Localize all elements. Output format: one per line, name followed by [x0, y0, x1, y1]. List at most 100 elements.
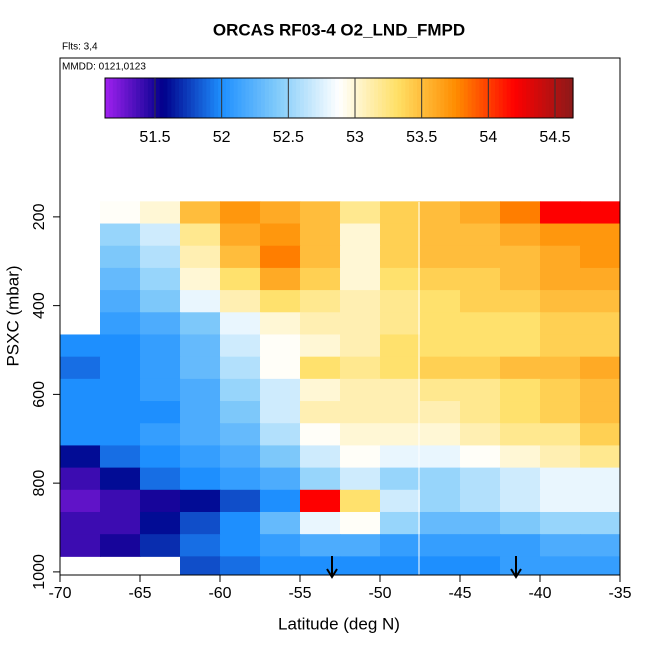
- heatmap-cell: [220, 267, 261, 291]
- plot-frame: [59, 57, 621, 576]
- heatmap-cell: [260, 445, 301, 469]
- colorbar-tick-label: 53: [346, 129, 364, 146]
- heatmap-cell: [500, 378, 541, 402]
- heatmap-cell: [260, 356, 301, 380]
- colorbar-swatch: [444, 78, 449, 118]
- colorbar-swatch: [475, 78, 480, 118]
- heatmap-cell: [140, 423, 181, 446]
- x-tick-label: -70: [48, 585, 71, 602]
- heatmap-cell: [180, 267, 221, 291]
- heatmap-cell: [180, 201, 221, 225]
- heatmap-cell: [540, 445, 581, 469]
- colorbar-swatch: [436, 78, 441, 118]
- heatmap-cell: [260, 489, 301, 513]
- heatmap-cell: [500, 423, 541, 446]
- heatmap-cell: [300, 489, 341, 513]
- heatmap-cell: [460, 334, 501, 358]
- heatmap-cell: [220, 356, 261, 380]
- heatmap-cell: [260, 467, 301, 491]
- colorbar-swatch: [315, 78, 321, 118]
- heatmap-cell: [380, 511, 421, 535]
- heatmap-cell: [380, 334, 421, 358]
- heatmap-cell: [420, 401, 461, 424]
- heatmap-cell: [380, 312, 421, 335]
- heatmap-cell: [300, 423, 341, 446]
- heatmap-cell: [540, 223, 581, 247]
- heatmap-cell: [420, 290, 461, 313]
- heatmap-cell: [180, 334, 221, 358]
- colorbar-tick-label: 52.5: [273, 129, 304, 146]
- colorbar-swatch: [389, 78, 395, 118]
- heatmap-cell: [580, 245, 621, 269]
- heatmap-cell: [380, 534, 421, 557]
- heatmap-cell: [420, 378, 461, 402]
- colorbar-swatch: [350, 78, 356, 118]
- colorbar-swatch: [491, 78, 496, 118]
- heatmap-cell: [460, 556, 501, 575]
- colorbar-swatch: [261, 78, 266, 118]
- colorbar-swatch: [292, 78, 297, 118]
- heatmap-cell: [540, 267, 581, 291]
- heatmap-cell: [220, 556, 261, 575]
- heatmap-cell: [300, 378, 341, 402]
- heatmap-cell: [220, 334, 261, 358]
- colorbar-swatch: [296, 78, 301, 118]
- heatmap-cell: [100, 290, 141, 313]
- x-tick-label: -65: [128, 585, 151, 602]
- heatmap-cell: [60, 378, 101, 402]
- heatmap-cell: [380, 489, 421, 513]
- heatmap-cell: [540, 201, 581, 225]
- colorbar-swatch: [214, 78, 219, 118]
- heatmap-cell: [180, 423, 221, 446]
- heatmap-cell: [140, 312, 181, 335]
- colorbar-swatch: [237, 78, 243, 118]
- heatmap-cell: [340, 356, 381, 380]
- heatmap-cell: [420, 489, 461, 513]
- colorbar-swatch: [471, 78, 477, 118]
- heatmap-cell: [340, 290, 381, 313]
- heatmap-cell: [140, 378, 181, 402]
- colorbar-swatch: [144, 78, 149, 118]
- heatmap-cell: [580, 445, 621, 469]
- heatmap-cell: [260, 556, 301, 575]
- heatmap-cell: [220, 201, 261, 225]
- colorbar-swatch: [288, 78, 293, 118]
- colorbar-swatch: [108, 78, 114, 118]
- heatmap-cell: [60, 401, 101, 424]
- y-tick-label: 1000: [31, 554, 48, 590]
- heatmap-cell: [140, 245, 181, 269]
- colorbar-swatch: [147, 78, 153, 118]
- heatmap-cell: [60, 423, 101, 446]
- heatmap-cell: [180, 290, 221, 313]
- colorbar-swatch: [463, 78, 469, 118]
- heatmap-cell: [500, 467, 541, 491]
- colorbar-tick-label: 54.5: [539, 129, 570, 146]
- heatmap-cell: [300, 356, 341, 380]
- heatmap-cell: [220, 511, 261, 535]
- heatmap-cell: [340, 312, 381, 335]
- y-tick-label: 200: [31, 203, 48, 230]
- heatmap-cell: [260, 401, 301, 424]
- colorbar-swatch: [432, 78, 438, 118]
- heatmap-cell: [140, 511, 181, 535]
- colorbar-swatch: [268, 78, 274, 118]
- heatmap-cell: [180, 511, 221, 535]
- heatmap-cell: [500, 334, 541, 358]
- heatmap-cell: [100, 401, 141, 424]
- heatmap-cell: [500, 312, 541, 335]
- colorbar-swatch: [307, 78, 313, 118]
- heatmap-cell: [140, 401, 181, 424]
- colorbar-swatch: [245, 78, 250, 118]
- heatmap-cell: [100, 423, 141, 446]
- colorbar-swatch: [522, 78, 527, 118]
- heatmap-cell: [380, 356, 421, 380]
- heatmap-cell: [380, 401, 421, 424]
- colorbar-swatch: [413, 78, 418, 118]
- colorbar-swatch: [105, 78, 110, 118]
- colorbar-swatch: [370, 78, 375, 118]
- x-tick-label: -45: [448, 585, 471, 602]
- heatmap-cell: [420, 223, 461, 247]
- heatmap-cell: [420, 511, 461, 535]
- heatmap-cell: [220, 223, 261, 247]
- heatmap-cell: [500, 245, 541, 269]
